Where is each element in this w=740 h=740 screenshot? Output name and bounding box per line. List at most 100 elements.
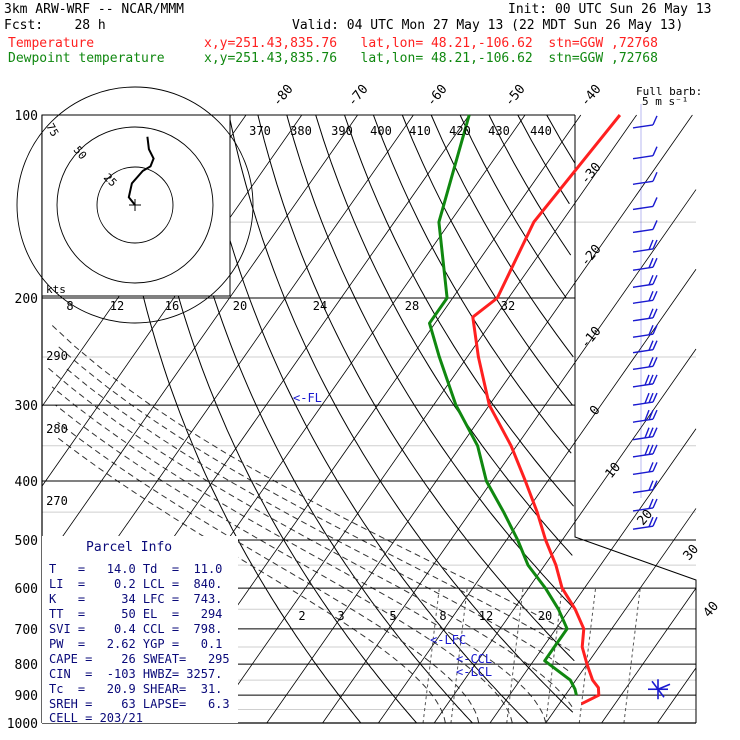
isotherm xyxy=(378,269,697,724)
pressure-tick-label: 800 xyxy=(15,658,38,673)
isentrope-label: 420 xyxy=(449,124,471,138)
mixing-ratio-label: 12 xyxy=(479,609,493,623)
wind-barb xyxy=(632,290,658,304)
hodograph-speed-label: 20 xyxy=(233,299,247,313)
wind-barb-feather xyxy=(644,409,650,421)
isentrope-label: 380 xyxy=(290,124,312,138)
init-time: Init: 00 UTC Sun 26 May 13 xyxy=(508,2,712,17)
wind-barb xyxy=(632,409,658,423)
isentrope-label: 370 xyxy=(249,124,271,138)
mixing-ratio-line xyxy=(422,588,440,724)
dry-adiabat-label: 290 xyxy=(46,349,68,363)
pressure-tick-label: 1000 xyxy=(7,717,38,732)
mixing-ratio-line xyxy=(623,588,641,724)
wind-barb-shaft xyxy=(632,124,654,129)
wind-barb-feather xyxy=(652,324,658,335)
dry-adiabat xyxy=(113,114,362,724)
wind-barb-shaft xyxy=(632,333,654,338)
wind-barb-feather xyxy=(648,324,654,336)
isentrope-label: 400 xyxy=(370,124,392,138)
dry-adiabat xyxy=(170,114,473,724)
parcel-row-tc: Tc = 20.9 SHEAR= 31. xyxy=(49,682,223,696)
wind-barb-feather xyxy=(652,444,658,455)
dewpoint-legend-label: Dewpoint temperature xyxy=(8,51,165,66)
wind-barb xyxy=(632,171,658,185)
wind-barb-shaft xyxy=(632,228,654,234)
surface-wind-barb xyxy=(651,680,659,690)
parcel-row-tt: TT = 50 EL = 294 xyxy=(49,607,223,621)
wind-barb-feather xyxy=(648,340,654,351)
wind-barb-shaft xyxy=(632,488,654,494)
wind-barb-feather xyxy=(652,290,658,301)
wind-barb-feather xyxy=(648,427,654,438)
temperature-legend-info: x,y=251.43,835.76 lat,lon= 48.21,-106.62… xyxy=(204,36,658,51)
wind-barb-feather xyxy=(652,462,658,472)
dry-adiabat xyxy=(228,114,574,713)
wind-barb-feather xyxy=(644,444,650,456)
wind-barb-feather xyxy=(648,257,654,269)
dry-adiabat xyxy=(459,114,567,299)
wind-barb-feather xyxy=(652,308,658,319)
mixing-ratio-label: 20 xyxy=(538,609,552,623)
isotherm-label: -60 xyxy=(424,82,451,110)
isentrope-label: 440 xyxy=(530,124,552,138)
isentrope-label: 430 xyxy=(488,124,510,138)
isentrope-label: 390 xyxy=(331,124,353,138)
wind-barb-feather xyxy=(652,197,658,207)
wind-barb-shaft xyxy=(632,299,654,304)
pressure-tick-label: 900 xyxy=(15,689,38,704)
wind-barb-feather xyxy=(652,357,658,367)
wind-barb xyxy=(632,220,658,234)
hodograph-speed-label: 12 xyxy=(110,299,124,313)
wind-barb xyxy=(632,239,658,253)
wind-barb-feather xyxy=(648,290,654,302)
wind-barb-shaft xyxy=(632,453,654,458)
parcel-row-t: T = 14.0 Td = 11.0 xyxy=(49,562,223,576)
wind-barb-feather xyxy=(648,444,654,455)
wind-barb-shaft xyxy=(632,180,654,185)
moist-adiabat xyxy=(55,404,513,724)
surface-wind-barb xyxy=(657,683,671,690)
wind-barb xyxy=(632,146,658,160)
wind-barb-feather xyxy=(652,146,658,156)
wind-barb-shaft xyxy=(632,266,654,271)
wind-barb-feather xyxy=(644,427,650,439)
parcel-row-sreh: SREH = 63 LAPSE= 6.3 xyxy=(49,697,230,711)
mixing-ratio-label: 5 xyxy=(389,609,396,623)
lcl-annotation: <-LCL xyxy=(456,665,492,679)
wind-barb-feather xyxy=(652,498,658,509)
wind-barb xyxy=(632,462,658,476)
wind-barb-shaft xyxy=(632,401,654,406)
wind-barb xyxy=(632,308,658,322)
wind-barb-shaft xyxy=(632,248,654,253)
moist-adiabat xyxy=(57,437,446,724)
dry-adiabat xyxy=(141,114,417,724)
barb-legend-line1: Full barb: xyxy=(636,85,702,98)
surface-wind-barb xyxy=(657,688,665,698)
isotherm xyxy=(322,189,697,724)
temperature-legend-label: Temperature xyxy=(8,36,95,51)
wind-barb-shaft xyxy=(632,283,654,288)
parcel-row-k: K = 34 LFC = 743. xyxy=(49,592,223,606)
dewpoint-legend-info: x,y=251.43,835.76 lat,lon= 48.21,-106.62… xyxy=(204,51,658,66)
dry-adiabat xyxy=(315,114,573,556)
dry-adiabat-label: 270 xyxy=(46,494,68,508)
ccl-annotation: <-CCL xyxy=(456,652,492,666)
isotherm-label: -40 xyxy=(578,82,605,110)
isotherm-label: 40 xyxy=(701,599,723,621)
wind-barb xyxy=(632,274,658,288)
dry-adiabat xyxy=(546,114,576,164)
lfc-annotation: <-LFC xyxy=(430,633,466,647)
forecast-hour: Fcst: 28 h xyxy=(4,18,106,33)
hodograph-speed-label: 16 xyxy=(165,299,179,313)
isotherm xyxy=(41,114,358,567)
wind-barb xyxy=(632,444,658,458)
wind-barb-feather xyxy=(648,462,654,473)
mixing-ratio-line xyxy=(450,588,468,724)
wind-barb-feather xyxy=(652,427,658,437)
wind-barb xyxy=(632,374,658,388)
pressure-tick-label: 500 xyxy=(15,534,38,549)
hodograph-ring xyxy=(16,86,254,324)
fl-annotation: <-FL xyxy=(293,391,322,405)
